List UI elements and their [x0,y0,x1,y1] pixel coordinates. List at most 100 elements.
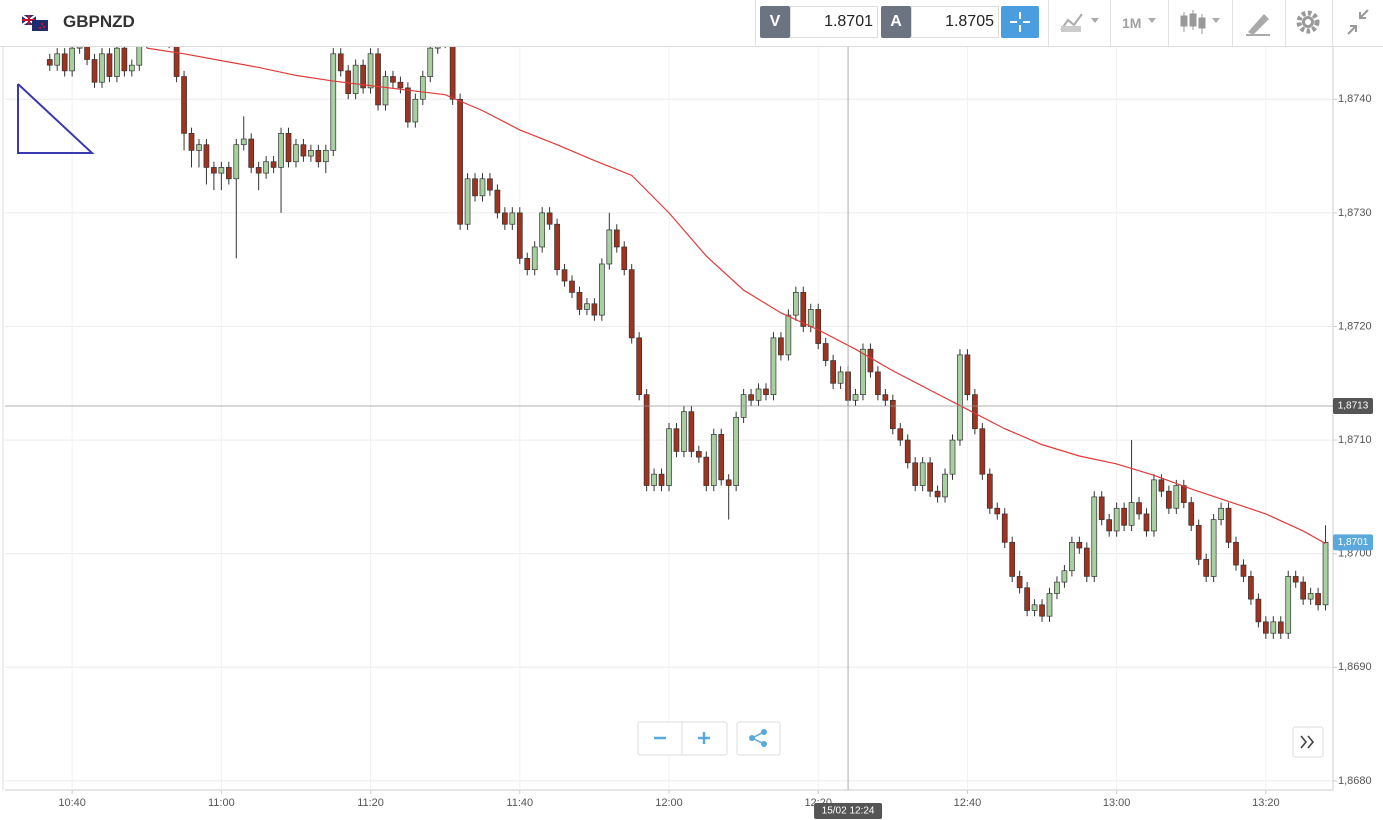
candle-body [330,53,337,151]
bid-tag[interactable]: V [760,6,790,38]
x-tick-label: 13:20 [1252,797,1280,809]
candle-body [673,428,680,452]
settings-button[interactable] [1295,6,1321,38]
candle-body [837,371,844,384]
x-tick-label: 10:40 [58,797,86,809]
candle-body [1255,598,1262,623]
candle-body [315,150,322,163]
separator [1048,0,1049,46]
candle-body [755,388,762,401]
candle-body [69,47,75,72]
candle-body [1188,502,1195,526]
candle-body [248,138,255,168]
share-button[interactable] [736,721,781,756]
candle-body [434,47,441,49]
candle-body [472,178,478,197]
last-price-label: 1,8701 [1338,537,1369,548]
candle-body [1285,576,1292,634]
candle-body [643,394,650,486]
candle-body [613,229,620,248]
candle-body [270,161,277,168]
candle-body [91,59,98,83]
draw-button[interactable] [1244,6,1272,38]
candle-body [875,371,881,395]
zoom-in[interactable] [698,732,710,744]
candle-body [666,428,672,486]
candle-body [815,309,822,344]
candle-body [367,53,374,89]
candle-body [807,309,814,327]
triangle-drawing [17,83,95,154]
candle-body [599,263,605,316]
candle-body [904,439,911,464]
x-tick-label: 11:00 [208,797,235,809]
separator [755,0,756,46]
crosshair-y-label: 1,8713 [1338,401,1369,412]
candle-body [1277,621,1284,634]
candle-body [1225,507,1232,543]
candle-body [114,47,120,77]
candle-body [382,76,389,106]
crosshair-y-box [1333,398,1373,415]
candle-body [1039,604,1045,617]
candle-body [300,144,307,157]
y-tick-label: 1,8720 [1338,320,1372,332]
candle-body [419,76,426,100]
candle-body [337,53,344,72]
candle-body [1233,541,1239,566]
candle-body [278,132,284,168]
candle-body [710,434,717,486]
ask-price[interactable]: 1.8705 [911,6,999,38]
scroll-right-button[interactable] [1292,726,1324,758]
candle-body [561,269,568,282]
candle-body [1061,570,1068,583]
crosshair-x-box [814,803,883,819]
candle-body [1173,485,1180,509]
candle-body [46,59,53,66]
candle-body [1300,581,1307,600]
candle-body [502,212,508,225]
timeframe-caret[interactable] [1146,6,1160,38]
candle-body [121,47,128,72]
crosshair-x-label: 15/02 12:24 [822,806,875,817]
candle-body [628,269,635,339]
timeframe[interactable]: 1M [1122,15,1142,31]
candle-body [1098,496,1105,520]
candle-body [972,394,978,430]
candle-body [852,394,859,401]
separator [1285,0,1286,46]
candle-body [255,167,262,174]
crosshair-button[interactable] [1001,6,1039,38]
candle-body [606,229,613,265]
candle-body [1024,587,1030,611]
candle-body [397,81,404,89]
candle-body [867,348,874,373]
chart-type-button[interactable] [1058,6,1102,38]
candle-body [957,354,963,441]
candle-body [225,167,232,180]
candle-body [986,473,993,509]
candle-body [584,303,590,310]
separator [1168,0,1169,46]
candle-body [785,314,792,356]
candle-body [76,47,83,49]
candle-body [1218,507,1224,520]
candle-body [651,473,657,486]
candle-body [352,64,359,94]
x-tick-label: 11:40 [506,797,533,809]
candle-body [293,144,299,163]
candle-body [889,399,896,430]
candle-body [949,439,956,475]
candle-style-button[interactable] [1178,6,1224,38]
candle-body [494,189,501,214]
ask-tag[interactable]: A [881,6,911,38]
bid-price[interactable]: 1.8701 [790,6,878,38]
fullscreen-button[interactable] [1344,6,1372,38]
candle-body [390,76,396,83]
candle-body [427,47,434,77]
candle-body [1292,576,1299,583]
candle-body [360,64,366,89]
zoom-controls[interactable] [637,721,728,756]
